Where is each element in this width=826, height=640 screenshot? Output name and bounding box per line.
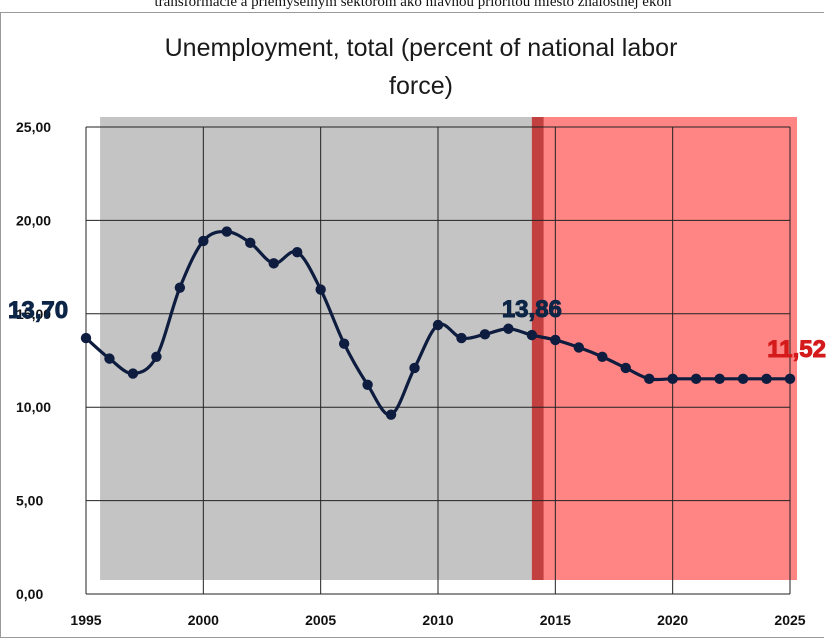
data-point-2013 [503,323,514,334]
data-label-1: 13,86 [502,296,562,323]
data-point-2004 [292,246,303,258]
chart-frame [0,12,824,638]
y-tick-label-0: 0,00 [16,586,43,602]
data-point-2025 [784,373,796,385]
data-point-2010 [432,319,444,331]
data-point-2009 [409,362,420,374]
data-point-2019 [644,373,655,385]
data-point-1996 [104,353,115,364]
data-point-2024 [761,373,772,385]
x-tick-label-3: 2010 [422,612,453,628]
shaded-region-0 [100,117,532,580]
y-tick-label-4: 20,00 [16,212,51,228]
axis-ticks: 0,00 5,00 10,00 15,00 20,00 25,00 1995 2000 2005… [16,119,806,628]
data-point-2000 [198,235,209,247]
x-tick-label-1: 2000 [188,612,219,628]
x-tick-label-4: 2015 [540,612,571,628]
chart-title-line-2: force) [389,72,453,100]
x-tick-label-6: 2025 [774,612,805,628]
data-point-2021 [690,373,702,385]
data-label-0: 13,70 [8,297,68,324]
header-text: transformácie a priemyselným sektorom ak… [154,0,672,9]
y-tick-label-5: 25,00 [16,119,51,135]
data-point-1999 [174,282,186,293]
data-point-2022 [714,373,725,385]
data-point-1997 [127,368,139,379]
data-label-2: 11,52 [767,336,826,363]
data-point-2017 [597,351,608,362]
annotations: 13,70 13,86 11,52 [8,296,826,364]
data-point-2015 [550,334,561,346]
shaded-regions [100,117,798,580]
chart-title-line-1: Unemployment, total (percent of national… [165,34,678,62]
data-point-2012 [479,329,491,340]
y-tick-label-2: 10,00 [16,399,51,415]
data-point-2011 [456,332,467,344]
data-point-2014 [526,329,538,341]
data-point-2008 [385,409,397,420]
data-series [80,226,796,420]
x-tick-label-2: 2005 [305,612,336,628]
data-point-2006 [338,338,350,349]
y-tick-label-1: 5,00 [16,493,43,509]
shaded-region-2 [531,117,544,580]
data-point-2018 [620,362,631,374]
data-point-2003 [268,258,279,269]
data-point-2002 [245,237,256,249]
grid-lines [85,126,791,595]
data-point-2001 [221,226,232,237]
x-tick-label-5: 2020 [657,612,688,628]
data-point-1998 [151,351,162,362]
data-point-2007 [362,379,373,390]
data-point-2016 [573,342,584,353]
data-point-2005 [315,284,326,295]
y-tick-label-3: 15,00 [16,306,51,322]
data-point-1995 [80,332,92,344]
data-point-2023 [737,373,749,385]
shaded-region-1 [531,117,798,580]
x-tick-label-0: 1995 [70,612,101,628]
data-point-2020 [667,373,678,385]
